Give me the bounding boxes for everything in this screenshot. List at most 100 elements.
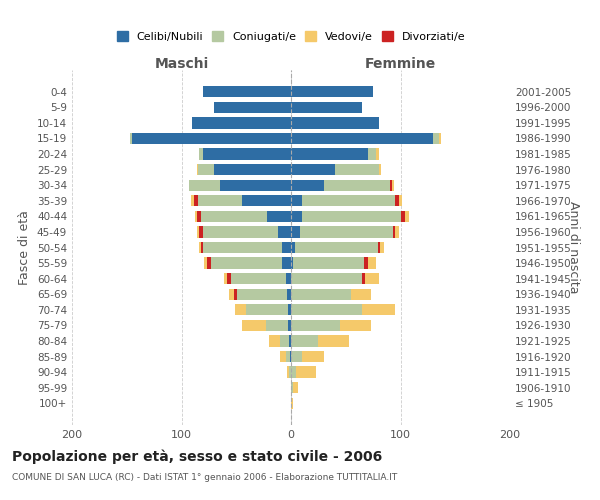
Bar [227,273,231,284]
Bar [203,226,278,237]
Bar [291,351,302,362]
Bar [340,320,371,331]
Bar [280,351,286,362]
Bar [287,288,291,300]
Bar [189,180,220,191]
Bar [130,133,132,144]
Bar [291,164,335,175]
Bar [266,320,288,331]
Bar [199,148,203,160]
Bar [224,273,227,284]
Bar [197,164,198,175]
Bar [246,304,288,316]
Bar [376,148,379,160]
Bar [291,273,362,284]
Bar [229,288,234,300]
Bar [267,210,291,222]
Bar [238,288,287,300]
Legend: Celibi/Nubili, Coniugati/e, Vedovi/e, Divorziati/e: Celibi/Nubili, Coniugati/e, Vedovi/e, Di… [111,26,471,48]
Bar [242,195,291,206]
Bar [362,273,365,284]
Bar [199,226,203,237]
Bar [269,336,280,346]
Bar [364,258,368,268]
Bar [302,210,401,222]
Bar [439,133,441,144]
Bar [193,118,291,128]
Bar [389,180,392,191]
Bar [395,226,400,237]
Bar [191,195,194,206]
Bar [194,210,197,222]
Bar [291,148,368,160]
Bar [300,226,393,237]
Bar [291,210,302,222]
Bar [287,366,289,378]
Bar [291,288,351,300]
Bar [302,351,324,362]
Bar [290,351,291,362]
Bar [280,336,289,346]
Bar [291,133,433,144]
Bar [199,242,201,253]
Bar [291,398,293,409]
Bar [393,226,395,237]
Bar [288,304,291,316]
Bar [235,304,246,316]
Bar [395,195,400,206]
Bar [211,258,282,268]
Bar [302,195,395,206]
Text: Maschi: Maschi [154,58,209,71]
Bar [335,164,379,175]
Bar [293,258,364,268]
Bar [194,195,198,206]
Bar [234,288,238,300]
Bar [203,242,282,253]
Bar [379,164,381,175]
Bar [293,382,298,394]
Bar [291,382,293,394]
Bar [286,351,290,362]
Bar [291,336,319,346]
Bar [286,273,291,284]
Bar [206,258,211,268]
Bar [289,366,291,378]
Bar [400,195,401,206]
Bar [278,226,291,237]
Bar [401,210,405,222]
Bar [288,320,291,331]
Bar [291,320,340,331]
Bar [291,242,295,253]
Bar [198,195,242,206]
Bar [368,148,376,160]
Bar [291,118,379,128]
Bar [362,304,395,316]
Bar [291,195,302,206]
Bar [197,226,199,237]
Bar [197,210,201,222]
Bar [377,242,380,253]
Bar [198,164,214,175]
Bar [291,226,300,237]
Bar [291,304,362,316]
Bar [282,258,291,268]
Bar [214,102,291,113]
Bar [214,164,291,175]
Bar [291,258,293,268]
Bar [291,180,324,191]
Bar [296,366,316,378]
Bar [201,242,203,253]
Bar [203,148,291,160]
Bar [319,336,349,346]
Bar [392,180,394,191]
Bar [289,336,291,346]
Bar [380,242,384,253]
Bar [205,258,206,268]
Bar [291,366,296,378]
Bar [201,210,267,222]
Bar [231,273,286,284]
Bar [295,242,377,253]
Bar [351,288,371,300]
Bar [242,320,266,331]
Bar [368,258,376,268]
